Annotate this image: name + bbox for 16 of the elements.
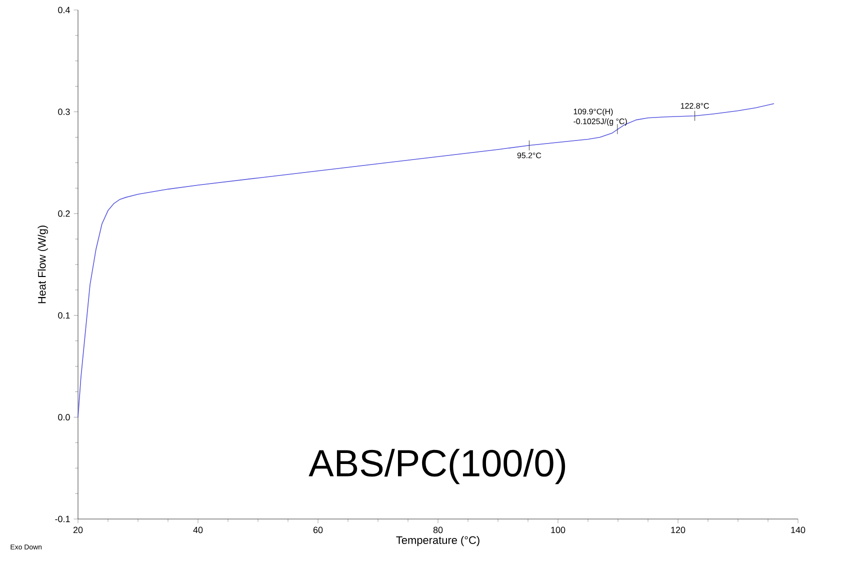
text: ABS/PC(100/0): [308, 448, 566, 484]
x-tick-label: 140: [791, 526, 806, 534]
x-tick-label: 100: [551, 526, 566, 534]
x-axis-title: Temperature (°C): [396, 536, 480, 546]
y-tick-label: 0.4: [58, 6, 70, 14]
x-tick-label: 40: [193, 526, 203, 534]
y-tick-label: 0.0: [58, 414, 70, 420]
y-tick-label: -0.1: [55, 516, 70, 522]
y-tick-label: 0.2: [58, 210, 70, 217]
x-tick-label: 120: [671, 526, 686, 534]
y-axis-title: Heat Flow (W/g): [38, 226, 48, 304]
x-tick-label: 20: [73, 526, 83, 534]
x-tick-label: 60: [313, 526, 323, 534]
y-tick-label: 0.1: [58, 312, 70, 319]
x-tick-label: 80: [433, 526, 443, 534]
y-tick-label: 0.3: [58, 108, 70, 115]
